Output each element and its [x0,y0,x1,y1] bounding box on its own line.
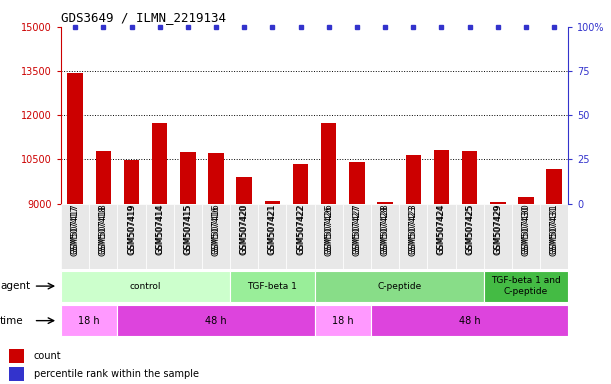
Text: GSM507421: GSM507421 [268,205,277,255]
Text: GSM507418: GSM507418 [99,204,108,254]
Bar [202,204,230,269]
Bar [456,204,484,269]
Bar [546,169,562,204]
Text: GSM507426: GSM507426 [324,205,333,256]
Bar [484,204,512,269]
Text: GSM507425: GSM507425 [465,204,474,254]
Text: GSM507422: GSM507422 [296,204,305,254]
Text: agent: agent [0,281,30,291]
Text: GSM507427: GSM507427 [353,204,362,254]
Bar [124,160,139,204]
Text: GSM507417: GSM507417 [71,204,79,254]
Text: GSM507430: GSM507430 [521,204,530,254]
Bar [378,202,393,204]
Bar [349,162,365,204]
Bar [315,270,484,302]
Text: GSM507414: GSM507414 [155,205,164,255]
Text: GSM507416: GSM507416 [211,204,221,254]
Text: percentile rank within the sample: percentile rank within the sample [34,369,199,379]
Text: GSM507431: GSM507431 [550,204,558,254]
Text: 18 h: 18 h [78,316,100,326]
Text: GSM507431: GSM507431 [550,205,558,256]
Text: GSM507424: GSM507424 [437,205,446,255]
Text: GSM507416: GSM507416 [211,205,221,256]
Bar [406,155,421,204]
Text: GSM507425: GSM507425 [465,205,474,255]
Bar [67,73,83,204]
Bar [265,201,280,204]
Text: time: time [0,316,24,326]
Text: GSM507414: GSM507414 [155,204,164,254]
Text: control: control [130,281,161,291]
Bar [287,204,315,269]
Bar [230,270,315,302]
Bar [61,204,89,269]
Bar [89,204,117,269]
Text: GSM507420: GSM507420 [240,205,249,255]
Bar [321,123,337,204]
Text: GSM507418: GSM507418 [99,205,108,256]
Text: GSM507422: GSM507422 [296,205,305,255]
Text: 48 h: 48 h [459,316,480,326]
Bar [152,123,167,204]
Text: GSM507426: GSM507426 [324,204,333,254]
Bar [117,305,315,336]
Text: GDS3649 / ILMN_2219134: GDS3649 / ILMN_2219134 [61,11,226,24]
Text: TGF-beta 1: TGF-beta 1 [247,281,298,291]
Text: GSM507428: GSM507428 [381,205,390,256]
Text: GSM507421: GSM507421 [268,204,277,254]
Bar [540,204,568,269]
Bar [462,151,477,204]
Bar [343,204,371,269]
Bar [427,204,456,269]
Bar [258,204,287,269]
Bar [180,152,196,204]
Bar [9,349,24,363]
Text: GSM507428: GSM507428 [381,204,390,254]
Text: GSM507429: GSM507429 [493,204,502,254]
Bar [399,204,427,269]
Bar [484,270,568,302]
Text: GSM507430: GSM507430 [521,205,530,256]
Text: count: count [34,351,61,361]
Bar [315,204,343,269]
Text: GSM507417: GSM507417 [71,205,79,256]
Text: GSM507419: GSM507419 [127,205,136,255]
Text: 18 h: 18 h [332,316,354,326]
Text: C-peptide: C-peptide [377,281,422,291]
Bar [315,305,371,336]
Text: GSM507415: GSM507415 [183,205,192,255]
Text: GSM507429: GSM507429 [493,205,502,255]
Bar [512,204,540,269]
Text: GSM507420: GSM507420 [240,204,249,254]
Text: TGF-beta 1 and
C-peptide: TGF-beta 1 and C-peptide [491,276,561,296]
Text: GSM507423: GSM507423 [409,205,418,256]
Text: 48 h: 48 h [205,316,227,326]
Bar [95,151,111,204]
Text: GSM507419: GSM507419 [127,204,136,254]
Bar [434,150,449,204]
Bar [208,154,224,204]
Bar [145,204,174,269]
Bar [230,204,258,269]
Text: GSM507423: GSM507423 [409,204,418,254]
Bar [371,305,568,336]
Bar [236,177,252,204]
Bar [518,197,534,204]
Bar [490,202,505,204]
Text: GSM507415: GSM507415 [183,204,192,254]
Bar [371,204,399,269]
Bar [61,270,230,302]
Bar [293,164,309,204]
Text: GSM507427: GSM507427 [353,205,362,256]
Bar [9,367,24,381]
Bar [174,204,202,269]
Bar [117,204,145,269]
Bar [61,305,117,336]
Text: GSM507424: GSM507424 [437,204,446,254]
